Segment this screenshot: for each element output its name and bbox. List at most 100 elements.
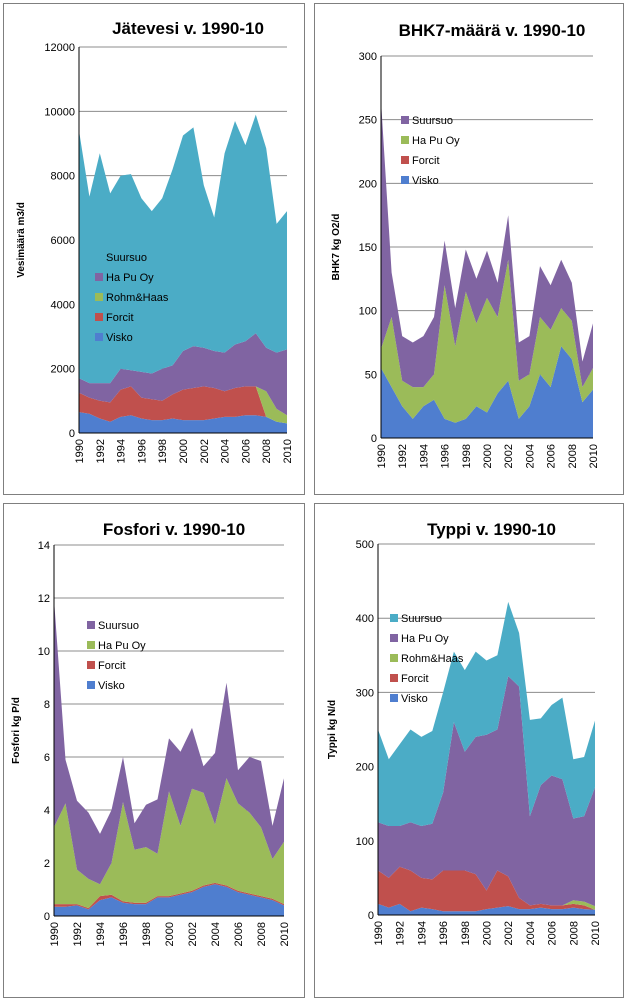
- area-series-visko: [54, 884, 284, 916]
- legend-label-visko: Visko: [412, 175, 439, 187]
- x-tick-label: 2002: [503, 444, 515, 468]
- area-series-suursuo: [54, 599, 284, 885]
- y-tick-label: 0: [368, 910, 374, 922]
- legend-swatch-forcit: [95, 313, 103, 321]
- y-tick-label: 50: [365, 369, 377, 381]
- legend-swatch-suursuo: [401, 116, 409, 124]
- legend-swatch-suursuo: [390, 614, 398, 622]
- x-tick-label: 1992: [397, 444, 409, 468]
- chart-title: Fosfori v. 1990-10: [103, 520, 245, 539]
- y-tick-label: 4: [44, 805, 50, 817]
- legend-label-forcit: Forcit: [401, 673, 429, 685]
- x-tick-label: 2002: [199, 439, 211, 463]
- legend-swatch-ha-pu-oy: [87, 641, 95, 649]
- y-tick-label: 100: [356, 836, 374, 848]
- y-tick-label: 14: [38, 540, 50, 552]
- y-tick-label: 300: [359, 51, 377, 63]
- legend-label-ha-pu-oy: Ha Pu Oy: [401, 633, 449, 645]
- x-tick-label: 1996: [438, 921, 450, 945]
- area-series-ha-pu-oy: [54, 778, 284, 909]
- area-series-forcit: [378, 866, 595, 912]
- x-tick-label: 2008: [568, 921, 580, 945]
- x-tick-label: 1994: [416, 921, 428, 945]
- x-tick-label: 1992: [395, 921, 407, 945]
- x-tick-label: 2000: [482, 444, 494, 468]
- area-series-ha-pu-oy: [381, 259, 593, 423]
- x-tick-label: 2010: [282, 439, 294, 463]
- x-tick-label: 2008: [261, 439, 273, 463]
- legend-label-suursuo: Suursuo: [98, 620, 139, 632]
- x-tick-label: 2002: [187, 922, 199, 946]
- x-tick-label: 1994: [116, 439, 128, 463]
- legend-label-forcit: Forcit: [98, 660, 126, 672]
- legend-label-visko: Visko: [106, 332, 133, 344]
- x-tick-label: 2004: [210, 922, 222, 946]
- y-axis-label: Typpi kg N/d: [327, 700, 338, 759]
- x-tick-label: 1998: [157, 439, 169, 463]
- legend-label-visko: Visko: [401, 693, 428, 705]
- x-tick-label: 2008: [256, 922, 268, 946]
- chart-title: BHK7-määrä v. 1990-10: [399, 21, 586, 40]
- legend-label-ha-pu-oy: Ha Pu Oy: [98, 640, 146, 652]
- x-tick-label: 1994: [95, 922, 107, 946]
- y-tick-label: 6000: [51, 235, 75, 247]
- chart-panel-bhk7: BHK7-määrä v. 1990-10 0 50 100 150 200 250 300 1…: [314, 3, 624, 495]
- legend-label-suursuo: Suursuo: [106, 252, 147, 264]
- y-tick-label: 0: [69, 428, 75, 440]
- legend-swatch-ha-pu-oy: [95, 273, 103, 281]
- legend-label-rohm-haas: Rohm&Haas: [106, 292, 169, 304]
- area-series-ha-pu-oy: [378, 676, 595, 907]
- x-tick-label: 2000: [164, 922, 176, 946]
- legend-swatch-suursuo: [87, 621, 95, 629]
- legend-swatch-suursuo: [95, 253, 103, 261]
- y-tick-label: 150: [359, 242, 377, 254]
- area-series-visko: [79, 412, 287, 433]
- x-tick-label: 1992: [95, 439, 107, 463]
- legend-swatch-ha-pu-oy: [390, 634, 398, 642]
- x-tick-label: 2004: [525, 921, 537, 945]
- chart-title: Typpi v. 1990-10: [427, 520, 556, 539]
- legend-swatch-ha-pu-oy: [401, 136, 409, 144]
- legend-swatch-forcit: [390, 674, 398, 682]
- x-tick-label: 2006: [240, 439, 252, 463]
- x-tick-label: 2002: [503, 921, 515, 945]
- chart-jatevesi: Jätevesi v. 1990-10 0 2000 4000 6000 8000 1000…: [16, 19, 294, 463]
- y-tick-label: 200: [356, 762, 374, 774]
- area-series-ha-pu-oy: [79, 333, 287, 416]
- x-tick-label: 1994: [418, 444, 430, 468]
- x-tick-label: 1990: [376, 444, 388, 468]
- x-tick-label: 1992: [72, 922, 84, 946]
- y-tick-label: 10000: [44, 106, 75, 118]
- legend-label-rohm-haas: Rohm&Haas: [401, 653, 464, 665]
- area-series-suursuo: [381, 100, 593, 388]
- y-tick-label: 0: [44, 911, 50, 923]
- y-tick-label: 2000: [51, 364, 75, 376]
- x-tick-label: 1996: [136, 439, 148, 463]
- y-tick-label: 4000: [51, 299, 75, 311]
- legend-label-visko: Visko: [98, 680, 125, 692]
- x-tick-label: 2010: [588, 444, 600, 468]
- area-series-forcit: [79, 386, 287, 424]
- y-tick-label: 400: [356, 613, 374, 625]
- legend-swatch-rohm-haas: [95, 293, 103, 301]
- x-tick-label: 2010: [590, 921, 602, 945]
- legend-label-ha-pu-oy: Ha Pu Oy: [412, 135, 460, 147]
- area-series-visko: [378, 903, 595, 915]
- y-tick-label: 0: [371, 433, 377, 445]
- x-tick-label: 2008: [567, 444, 579, 468]
- legend-swatch-forcit: [87, 661, 95, 669]
- chart-fosfori: Fosfori v. 1990-10 0 2 4 6 8 10 12 14 1990 1992 199…: [11, 520, 291, 946]
- area-series-visko: [381, 346, 593, 438]
- legend-swatch-visko: [95, 333, 103, 341]
- y-tick-label: 2: [44, 858, 50, 870]
- y-tick-label: 8: [44, 699, 50, 711]
- x-tick-label: 2004: [220, 439, 232, 463]
- legend-swatch-visko: [401, 176, 409, 184]
- x-tick-label: 1990: [373, 921, 385, 945]
- y-tick-label: 8000: [51, 171, 75, 183]
- y-tick-label: 300: [356, 687, 374, 699]
- legend-label-suursuo: Suursuo: [401, 613, 442, 625]
- legend-label-forcit: Forcit: [412, 155, 440, 167]
- area-series-suursuo: [378, 601, 595, 826]
- legend-label-suursuo: Suursuo: [412, 115, 453, 127]
